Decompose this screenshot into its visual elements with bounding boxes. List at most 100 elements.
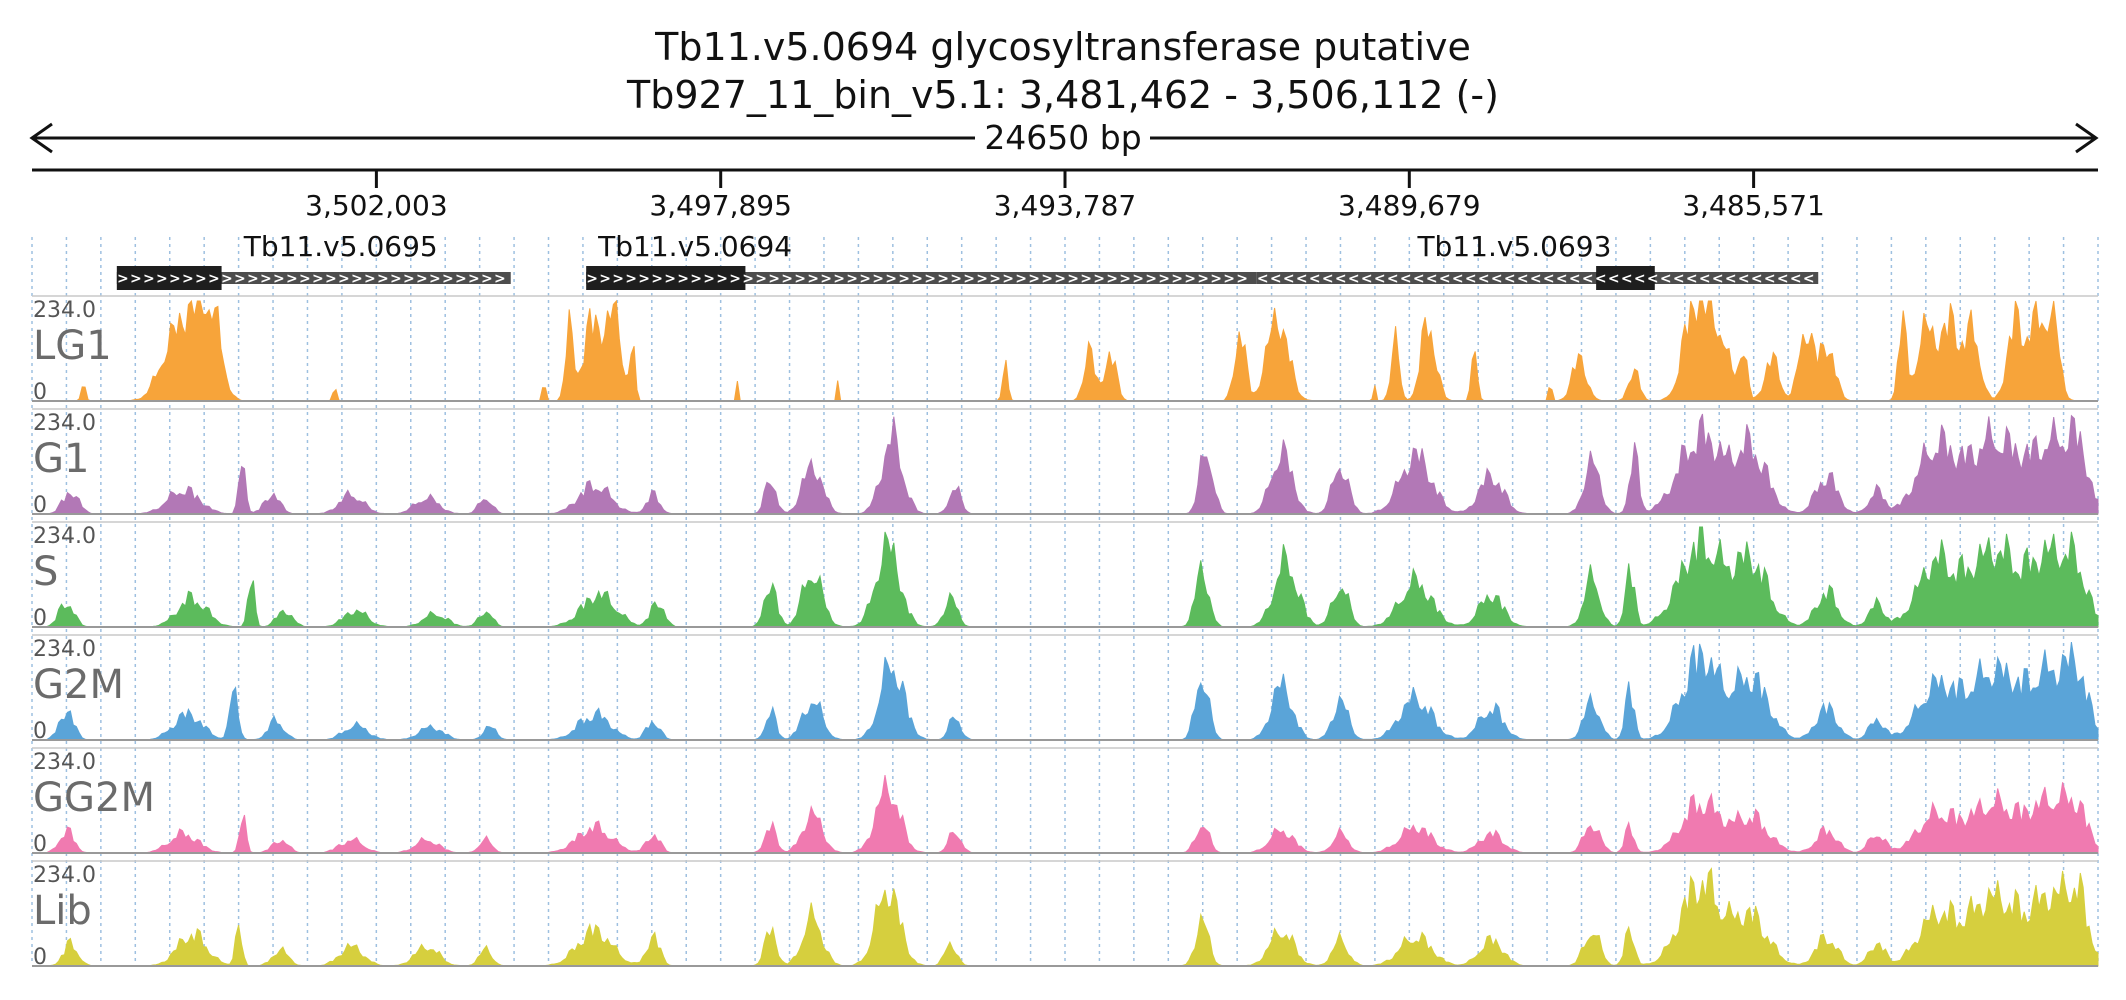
track-name: Lib: [33, 888, 92, 934]
strand-arrow-icon: >: [625, 271, 637, 287]
strand-arrow-icon: >: [586, 271, 598, 287]
strand-arrow-icon: >: [416, 271, 428, 287]
strand-arrow-icon: <: [1634, 271, 1646, 287]
strand-arrow-icon: <: [1673, 271, 1685, 287]
strand-arrow-icon: >: [195, 271, 207, 287]
coverage-area-s: [32, 526, 2099, 628]
strand-arrow-icon: >: [455, 271, 467, 287]
gene-label: Tb11.v5.0693: [1416, 230, 1611, 263]
strand-arrow-icon: >: [494, 271, 506, 287]
strand-arrow-icon: <: [1426, 271, 1438, 287]
strand-arrow-icon: >: [1106, 271, 1118, 287]
strand-arrow-icon: >: [377, 271, 389, 287]
track-ymax-label: 234.0: [33, 863, 96, 888]
strand-arrow-icon: >: [1067, 271, 1079, 287]
strand-arrow-icon: <: [1283, 271, 1295, 287]
track-ymax-label: 234.0: [33, 750, 96, 775]
strand-arrow-icon: >: [390, 271, 402, 287]
strand-arrow-icon: >: [1080, 271, 1092, 287]
strand-arrow-icon: >: [833, 271, 845, 287]
strand-arrow-icon: >: [442, 271, 454, 287]
strand-arrow-icon: >: [1093, 271, 1105, 287]
strand-arrow-icon: >: [364, 271, 376, 287]
track-ymin-label: 0: [33, 493, 47, 518]
strand-arrow-icon: >: [299, 271, 311, 287]
strand-arrow-icon: <: [1374, 271, 1386, 287]
strand-arrow-icon: >: [1236, 271, 1248, 287]
strand-arrow-icon: <: [1543, 271, 1555, 287]
strand-arrow-icon: >: [937, 271, 949, 287]
track-ymin-label: 0: [33, 719, 47, 744]
strand-arrow-icon: <: [1725, 271, 1737, 287]
strand-arrow-icon: >: [742, 271, 754, 287]
strand-arrow-icon: >: [286, 271, 298, 287]
strand-arrow-icon: >: [820, 271, 832, 287]
tick-label: 3,493,787: [994, 189, 1137, 222]
strand-arrow-icon: <: [1751, 271, 1763, 287]
strand-arrow-icon: >: [338, 271, 350, 287]
strand-arrow-icon: <: [1569, 271, 1581, 287]
track-name: G2M: [33, 662, 124, 708]
strand-arrow-icon: >: [325, 271, 337, 287]
gridlines: [31, 237, 2099, 965]
strand-arrow-icon: >: [1223, 271, 1235, 287]
strand-arrow-icon: >: [794, 271, 806, 287]
strand-arrow-icon: >: [169, 271, 181, 287]
strand-arrow-icon: >: [781, 271, 793, 287]
strand-arrow-icon: <: [1348, 271, 1360, 287]
gene-body: [586, 272, 1257, 284]
strand-arrow-icon: >: [651, 271, 663, 287]
gene-exon: [116, 266, 222, 290]
strand-arrow-icon: >: [768, 271, 780, 287]
gene-body: [1256, 272, 1819, 284]
track-name: G1: [33, 436, 89, 482]
strand-arrow-icon: >: [156, 271, 168, 287]
strand-arrow-icon: <: [1777, 271, 1789, 287]
span-arrow-right-icon: [2075, 122, 2099, 154]
strand-arrow-icon: <: [1322, 271, 1334, 287]
coverage-area-g2m: [32, 642, 2099, 741]
strand-arrow-icon: >: [1132, 271, 1144, 287]
coverage-tracks: 234.00LG1234.00G1234.00S234.00G2M234.00G…: [32, 295, 2099, 970]
strand-arrow-icon: >: [1002, 271, 1014, 287]
strand-arrow-icon: <: [1491, 271, 1503, 287]
strand-arrow-icon: <: [1465, 271, 1477, 287]
strand-arrow-icon: >: [1041, 271, 1053, 287]
span-label: 24650 bp: [984, 118, 1141, 157]
strand-arrow-icon: >: [273, 271, 285, 287]
strand-arrow-icon: >: [312, 271, 324, 287]
strand-arrow-icon: <: [1790, 271, 1802, 287]
strand-arrow-icon: <: [1803, 271, 1815, 287]
strand-arrow-icon: >: [1054, 271, 1066, 287]
strand-arrow-icon: >: [1119, 271, 1131, 287]
tick-label: 3,497,895: [649, 189, 792, 222]
strand-arrow-icon: >: [468, 271, 480, 287]
strand-arrow-icon: >: [807, 271, 819, 287]
strand-arrow-icon: <: [1660, 271, 1672, 287]
strand-arrow-icon: >: [716, 271, 728, 287]
strand-arrow-icon: >: [729, 271, 741, 287]
figure-title: Tb11.v5.0694 glycosyltransferase putativ…: [654, 25, 1471, 69]
track-ymax-label: 234.0: [33, 298, 96, 323]
track-ymin-label: 0: [33, 380, 47, 405]
track-name: S: [33, 549, 58, 595]
strand-arrow-icon: <: [1439, 271, 1451, 287]
strand-arrow-icon: >: [950, 271, 962, 287]
strand-arrow-icon: >: [872, 271, 884, 287]
strand-arrow-icon: >: [208, 271, 220, 287]
span-arrow-left-icon: [29, 122, 53, 154]
strand-arrow-icon: <: [1686, 271, 1698, 287]
strand-arrow-icon: >: [1028, 271, 1040, 287]
strand-arrow-icon: >: [1184, 271, 1196, 287]
strand-arrow-icon: <: [1582, 271, 1594, 287]
strand-arrow-icon: >: [1158, 271, 1170, 287]
strand-arrow-icon: >: [403, 271, 415, 287]
strand-arrow-icon: <: [1608, 271, 1620, 287]
strand-arrow-icon: >: [1171, 271, 1183, 287]
strand-arrow-icon: >: [664, 271, 676, 287]
strand-arrow-icon: >: [1015, 271, 1027, 287]
track-name: LG1: [33, 323, 112, 369]
strand-arrow-icon: <: [1270, 271, 1282, 287]
strand-arrow-icon: >: [1197, 271, 1209, 287]
